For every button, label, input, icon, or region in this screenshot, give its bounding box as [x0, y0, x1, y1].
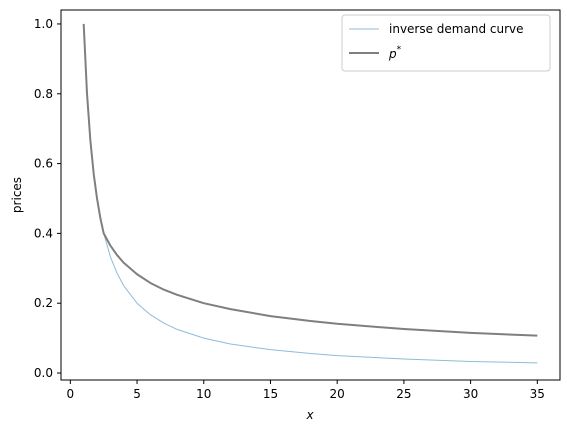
x-axis-label: x: [305, 408, 314, 422]
x-axis-ticks: 0 5 10 15 20 25 30 35: [67, 380, 545, 401]
x-tick-label: 30: [463, 387, 478, 401]
x-tick-label: 15: [263, 387, 278, 401]
legend-frame: [341, 14, 551, 72]
legend-label-p-star-base: p: [388, 47, 397, 61]
x-tick-label: 5: [133, 387, 141, 401]
y-axis-ticks: 0.0 0.2 0.4 0.6 0.8 1.0: [34, 17, 61, 380]
x-tick-label: 20: [330, 387, 345, 401]
x-tick-label: 0: [67, 387, 75, 401]
y-tick-label: 0.4: [34, 226, 53, 240]
x-tick-label: 35: [530, 387, 545, 401]
plot-frame: [60, 9, 561, 381]
y-tick-label: 0.6: [34, 157, 53, 171]
x-tick-label: 10: [196, 387, 211, 401]
y-tick-label: 0.2: [34, 296, 53, 310]
y-tick-label: 0.0: [34, 366, 53, 380]
y-tick-label: 0.8: [34, 87, 53, 101]
series-line-p-star: [82, 23, 538, 337]
x-tick-label: 25: [396, 387, 411, 401]
legend-label-p-star: p*: [388, 45, 402, 61]
series-layer: [82, 23, 538, 364]
legend-label-p-star-sup: *: [397, 45, 402, 55]
legend: inverse demand curve p*: [341, 14, 551, 72]
legend-label-inverse-demand-curve: inverse demand curve: [389, 22, 524, 36]
y-axis-label: prices: [10, 177, 24, 213]
y-tick-label: 1.0: [34, 17, 53, 31]
